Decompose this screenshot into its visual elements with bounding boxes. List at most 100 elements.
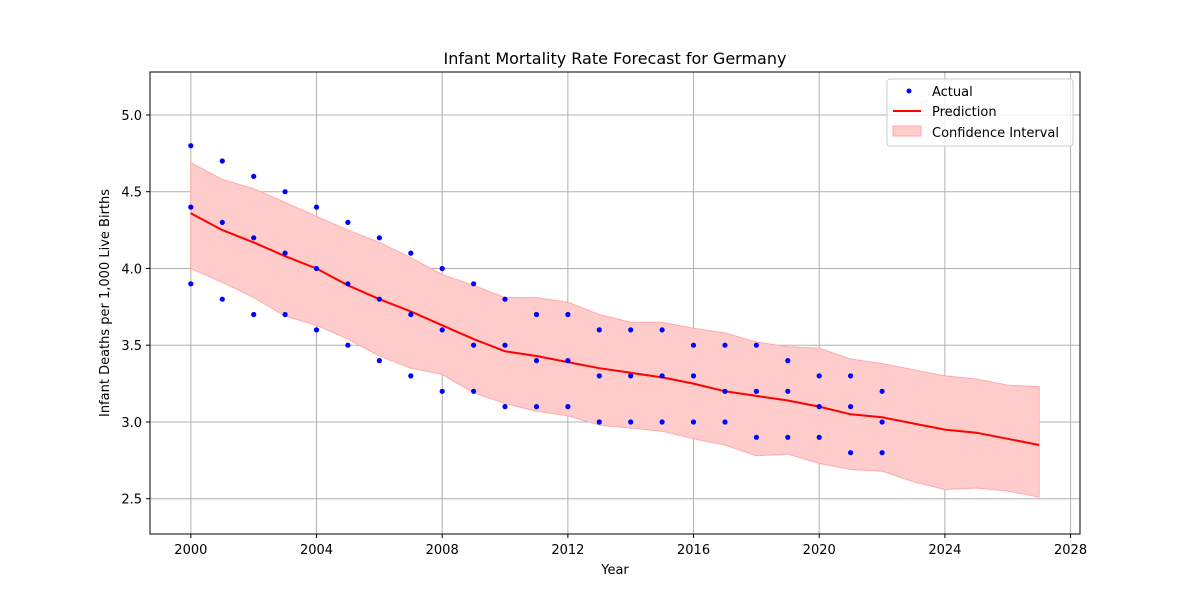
x-tick-label: 2004 [300, 543, 333, 558]
actual-point [471, 388, 477, 394]
actual-point [753, 434, 760, 440]
actual-point [219, 219, 225, 225]
actual-point [753, 388, 760, 394]
actual-point [565, 404, 571, 410]
actual-point [848, 450, 854, 456]
actual-point [879, 450, 885, 456]
actual-point [533, 404, 540, 410]
actual-point [219, 158, 225, 164]
actual-point [690, 419, 697, 425]
actual-point [502, 296, 508, 302]
actual-point [816, 404, 822, 410]
actual-point [376, 235, 382, 241]
actual-point [816, 434, 822, 440]
legend-prediction-label: Prediction [932, 105, 997, 120]
actual-point [408, 311, 414, 318]
actual-point [596, 373, 602, 379]
actual-point [879, 388, 885, 394]
prediction-line-layer [190, 212, 1040, 446]
y-tick-label: 4.0 [121, 262, 142, 277]
actual-point [659, 327, 665, 333]
actual-point [345, 342, 351, 348]
y-axis-ticks: 2.5 3.0 3.5 4.0 4.5 5.0 [121, 109, 150, 508]
x-tick-label: 2000 [174, 543, 207, 558]
legend: Actual Prediction Confidence Interval [886, 78, 1074, 147]
x-tick-label: 2008 [426, 543, 459, 558]
legend-actual-swatch [906, 88, 912, 94]
x-tick-label: 2024 [928, 543, 961, 558]
y-tick-label: 5.0 [121, 109, 142, 124]
actual-point [408, 250, 414, 256]
actual-point [471, 342, 477, 348]
actual-point [313, 265, 320, 272]
actual-point [722, 342, 728, 348]
actual-point [565, 311, 571, 318]
actual-point [188, 204, 194, 210]
actual-point [533, 358, 540, 364]
actual-point [251, 173, 257, 179]
y-tick-label: 4.5 [121, 186, 142, 201]
actual-point [251, 311, 257, 318]
actual-point [282, 189, 288, 195]
legend-box [886, 78, 1074, 147]
actual-point [690, 342, 697, 348]
chart-title: Infant Mortality Rate Forecast for Germa… [444, 49, 787, 68]
actual-point [282, 311, 288, 318]
actual-point [282, 250, 288, 256]
actual-point [628, 327, 634, 333]
actual-point [628, 419, 634, 425]
prediction-line [190, 212, 1040, 446]
actual-point [345, 281, 351, 287]
actual-point [785, 388, 791, 394]
actual-point [188, 143, 194, 149]
actual-point [848, 373, 854, 379]
actual-point [659, 419, 665, 425]
actual-point [848, 404, 854, 410]
y-axis-label: Infant Deaths per 1,000 Live Births [98, 189, 113, 417]
actual-point [502, 404, 508, 410]
actual-point [251, 235, 257, 241]
y-tick-label: 3.0 [121, 416, 142, 431]
actual-point [565, 358, 571, 364]
legend-actual-label: Actual [932, 85, 973, 100]
legend-interval-swatch [892, 125, 922, 137]
x-tick-label: 2028 [1054, 543, 1087, 558]
actual-point [879, 419, 885, 425]
actual-point [753, 342, 760, 348]
y-tick-label: 3.5 [121, 339, 142, 354]
actual-point [785, 434, 791, 440]
actual-point [313, 327, 320, 333]
confidence-interval-band [190, 161, 1040, 498]
actual-point [471, 281, 477, 287]
legend-interval-label: Confidence Interval [932, 126, 1059, 141]
x-tick-label: 2012 [551, 543, 584, 558]
actual-point [533, 311, 540, 318]
actual-point [785, 358, 791, 364]
x-tick-label: 2020 [803, 543, 836, 558]
actual-point [502, 342, 508, 348]
actual-point [690, 373, 697, 379]
actual-point [313, 204, 320, 210]
confidence-interval-area [190, 161, 1040, 498]
x-tick-label: 2016 [677, 543, 710, 558]
plot-frame [149, 71, 1081, 535]
actual-point [376, 358, 382, 364]
actual-point [659, 373, 665, 379]
x-axis-label: Year [600, 563, 629, 578]
actual-point [722, 388, 728, 394]
actual-point [345, 219, 351, 225]
x-axis-ticks: 2000 2004 2008 2012 2016 2020 2024 2028 [174, 534, 1087, 558]
actual-point [439, 327, 445, 333]
actual-point [628, 373, 634, 379]
actual-point [596, 419, 602, 425]
y-tick-label: 2.5 [121, 493, 142, 508]
actual-point [596, 327, 602, 333]
actual-point [816, 373, 822, 379]
actual-point [439, 265, 445, 272]
actual-point [376, 296, 382, 302]
actual-points [188, 143, 885, 456]
actual-point [188, 281, 194, 287]
actual-point [722, 419, 728, 425]
actual-point [219, 296, 225, 302]
